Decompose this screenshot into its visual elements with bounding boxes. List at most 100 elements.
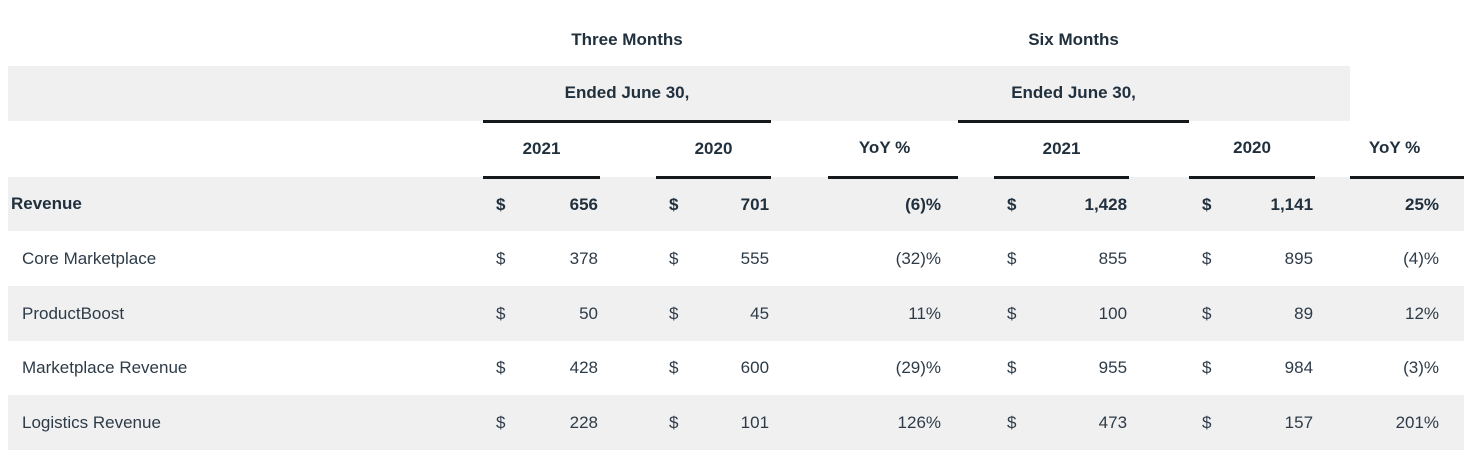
money-cell: $1,141 (1189, 177, 1316, 231)
yoy-cell: (29)% (895, 358, 942, 377)
money-cell: $473 (994, 395, 1130, 450)
spacer-cell (1129, 121, 1189, 177)
cell-value: 855 (1098, 248, 1128, 268)
period-subtitle-row: Ended June 30, Ended June 30, (8, 66, 1464, 123)
cell-value: 378 (569, 248, 598, 268)
currency-symbol: $ (496, 303, 506, 323)
column-header-tm-2021: 2021 (483, 121, 600, 179)
spacer-cell (1315, 286, 1351, 341)
row-label: ProductBoost (8, 286, 483, 341)
cell-value: 656 (569, 194, 598, 214)
period-title-six-months: Six Months (1028, 29, 1119, 49)
currency-symbol: $ (1202, 194, 1212, 214)
spacer-cell (1129, 231, 1189, 286)
cell-value: 428 (569, 358, 598, 377)
spacer-cell (600, 341, 656, 395)
currency-symbol: $ (496, 194, 506, 214)
money-cell: $895 (1189, 231, 1315, 286)
spacer-cell (1129, 286, 1190, 341)
spacer-cell (1189, 66, 1351, 121)
cell-value: 473 (1098, 412, 1128, 432)
table-row-marketplace-revenue: Marketplace Revenue $428 $600 (29)% $955… (8, 341, 1464, 395)
period-subtitle-six-months: Ended June 30, (958, 66, 1190, 123)
spacer-cell (958, 395, 995, 450)
table-row-productboost: ProductBoost $50 $45 11% $100 $89 12% (8, 286, 1465, 341)
spacer-cell (958, 286, 995, 341)
spacer-cell (1129, 395, 1190, 450)
money-cell: $984 (1189, 341, 1315, 395)
money-cell: $50 (483, 286, 600, 341)
spacer-cell (1315, 177, 1351, 231)
cell-value: 1,141 (1270, 194, 1314, 214)
period-title-row: Three Months Six Months (8, 13, 1464, 66)
spacer-cell (1315, 121, 1350, 177)
currency-symbol: $ (1202, 412, 1212, 432)
currency-symbol: $ (1007, 248, 1017, 268)
money-cell: $955 (994, 341, 1129, 395)
spacer-cell (771, 66, 959, 121)
currency-symbol: $ (669, 358, 679, 377)
currency-symbol: $ (1007, 194, 1017, 214)
spacer-cell (958, 341, 994, 395)
cell-value: 50 (579, 303, 598, 323)
column-header-tm-yoy: YoY % (828, 121, 959, 179)
period-title-three-months: Three Months (571, 29, 683, 49)
money-cell: $1,428 (994, 177, 1130, 231)
money-cell: $157 (1189, 395, 1316, 450)
row-label: Core Marketplace (22, 248, 157, 268)
spacer-cell (600, 395, 656, 450)
cell-value: 1,428 (1084, 194, 1128, 214)
cell-value: 984 (1284, 358, 1314, 377)
money-cell: $428 (483, 341, 600, 395)
cell-value: 600 (740, 358, 770, 377)
yoy-cell: (6)% (828, 177, 959, 231)
spacer-cell (771, 231, 828, 286)
money-cell: $100 (994, 286, 1130, 341)
cell-value: 228 (569, 412, 598, 432)
spacer-cell (600, 286, 656, 341)
yoy-cell: (3)% (1403, 358, 1440, 377)
money-cell: $600 (656, 341, 771, 395)
cell-value: 555 (740, 248, 770, 268)
financial-results-table: Three Months Six Months Ended June 30, E… (8, 13, 1465, 450)
spacer-cell (771, 286, 829, 341)
money-cell: $228 (483, 395, 600, 450)
column-header-sm-yoy: YoY % (1350, 121, 1465, 179)
currency-symbol: $ (1007, 412, 1017, 432)
currency-symbol: $ (496, 248, 506, 268)
spacer-cell (600, 231, 656, 286)
yoy-cell: 25% (1350, 177, 1465, 231)
yoy-cell: (4)% (1403, 248, 1440, 268)
money-cell: $656 (483, 177, 600, 231)
spacer-cell (1315, 395, 1351, 450)
empty-cell (8, 66, 483, 121)
spacer-cell (958, 231, 994, 286)
row-label: Logistics Revenue (8, 395, 483, 450)
money-cell: $701 (656, 177, 772, 231)
spacer-cell (1129, 341, 1189, 395)
currency-symbol: $ (1007, 303, 1017, 323)
currency-symbol: $ (1202, 248, 1212, 268)
spacer-cell (771, 13, 958, 66)
currency-symbol: $ (669, 412, 679, 432)
money-cell: $45 (656, 286, 772, 341)
period-subtitle-three-months: Ended June 30, (483, 66, 772, 123)
column-header-sm-2021: 2021 (994, 121, 1130, 179)
yoy-cell: 201% (1350, 395, 1465, 450)
spacer-cell (771, 177, 829, 231)
currency-symbol: $ (496, 358, 506, 377)
page: Three Months Six Months Ended June 30, E… (8, 13, 1465, 450)
spacer-cell (1315, 231, 1350, 286)
spacer-cell (771, 341, 828, 395)
cell-value: 101 (740, 412, 770, 432)
cell-value: 895 (1284, 248, 1314, 268)
spacer-cell (771, 395, 829, 450)
yoy-cell: 12% (1350, 286, 1465, 341)
spacer-cell (1315, 341, 1350, 395)
yoy-cell: (32)% (895, 248, 942, 268)
column-header-row: 2021 2020 YoY % 2021 2020 YoY % (8, 121, 1465, 179)
spacer-cell (600, 177, 656, 231)
money-cell: $855 (994, 231, 1129, 286)
column-header-sm-2020: 2020 (1189, 121, 1316, 179)
currency-symbol: $ (496, 412, 506, 432)
